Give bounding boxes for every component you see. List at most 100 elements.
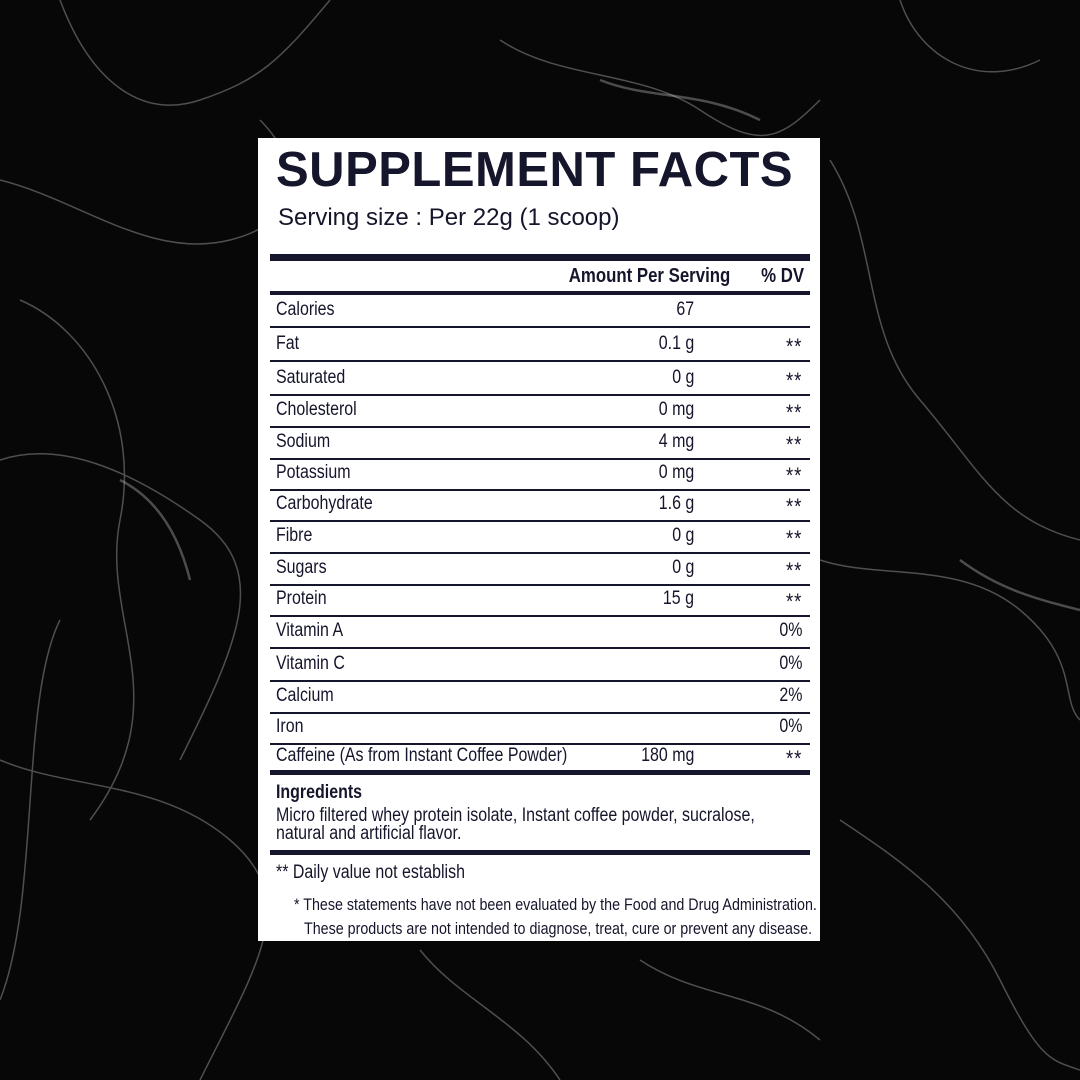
nutrient-dv: 2% <box>775 685 802 707</box>
nutrient-dv-text: ** <box>785 589 802 614</box>
nutrient-name-text: Saturated <box>276 367 346 388</box>
nutrient-row: Sugars 0 g ** <box>270 553 810 586</box>
nutrient-dv: 0% <box>775 620 802 642</box>
nutrient-dv-text: 0% <box>778 653 802 674</box>
nutrient-dv: ** <box>783 746 802 772</box>
nutrient-row: Fat 0.1 g ** <box>270 329 810 362</box>
nutrient-name: Caffeine (As from Instant Coffee Powder) <box>276 745 623 767</box>
nutrient-name-text: Sugars <box>276 557 327 578</box>
nutrient-row: Sodium 4 mg ** <box>270 427 810 460</box>
nutrient-row: Cholesterol 0 mg ** <box>270 395 810 428</box>
nutrient-amount: 0 mg <box>652 462 694 484</box>
nutrient-dv-text: ** <box>785 400 802 425</box>
nutrient-name-text: Potassium <box>276 462 351 483</box>
nutrient-name: Protein <box>276 588 336 610</box>
nutrient-name: Vitamin C <box>276 653 358 675</box>
dv-header-text: % DV <box>761 265 804 287</box>
nutrient-dv-text: ** <box>785 746 802 771</box>
ingredients-rule <box>270 770 810 775</box>
nutrient-amount-text: 0 mg <box>658 462 694 483</box>
nutrient-dv: ** <box>783 526 802 552</box>
nutrient-amount: 180 mg <box>631 745 694 767</box>
nutrient-row: Caffeine (As from Instant Coffee Powder)… <box>270 741 810 772</box>
footnote-rule <box>270 850 810 855</box>
nutrient-amount-text: 180 mg <box>640 745 694 766</box>
nutrient-dv-text: ** <box>785 558 802 583</box>
nutrient-name-text: Fibre <box>276 525 313 546</box>
nutrient-name: Potassium <box>276 462 365 484</box>
nutrient-name: Fibre <box>276 525 319 547</box>
nutrient-row: Vitamin C 0% <box>270 649 810 682</box>
nutrient-amount-text: 15 g <box>662 588 694 609</box>
nutrient-row: Potassium 0 mg ** <box>270 458 810 491</box>
nutrient-amount: 15 g <box>657 588 694 610</box>
nutrient-dv: ** <box>783 368 802 394</box>
nutrient-name-text: Vitamin C <box>276 653 345 674</box>
nutrient-dv: ** <box>783 334 802 360</box>
nutrient-amount-text: 67 <box>676 299 694 320</box>
nutrient-dv-text: ** <box>785 334 802 359</box>
nutrient-amount: 0.1 g <box>652 333 694 355</box>
nutrient-name-text: Calories <box>276 299 335 320</box>
nutrient-name-text: Sodium <box>276 431 331 452</box>
nutrient-row: Iron 0% <box>270 712 810 745</box>
nutrient-name-text: Iron <box>276 716 304 737</box>
header-rule <box>270 291 810 295</box>
nutrient-row: Carbohydrate 1.6 g ** <box>270 489 810 522</box>
nutrient-name: Iron <box>276 716 309 738</box>
nutrient-dv: ** <box>783 589 802 615</box>
nutrient-dv-text: ** <box>785 463 802 488</box>
amount-header: Amount Per Serving <box>538 265 730 288</box>
nutrient-name: Calcium <box>276 685 345 707</box>
nutrient-name-text: Fat <box>276 333 300 354</box>
nutrient-amount: 0 g <box>668 367 694 389</box>
nutrient-dv-text: ** <box>785 526 802 551</box>
nutrient-row: Fibre 0 g ** <box>270 521 810 554</box>
nutrient-amount: 4 mg <box>652 431 694 453</box>
dv-footnote-text: ** Daily value not establish <box>276 862 465 883</box>
nutrient-name-text: Protein <box>276 588 327 609</box>
nutrient-row: Vitamin A 0% <box>270 616 810 649</box>
nutrient-row: Protein 15 g ** <box>270 584 810 617</box>
nutrient-name-text: Carbohydrate <box>276 493 373 514</box>
nutrient-dv-text: 0% <box>778 620 802 641</box>
nutrient-dv: ** <box>783 463 802 489</box>
dv-footnote: ** Daily value not establish <box>276 862 501 884</box>
nutrient-name: Calories <box>276 299 346 321</box>
nutrient-name-text: Caffeine (As from Instant Coffee Powder) <box>276 745 568 766</box>
nutrient-name: Vitamin A <box>276 620 356 642</box>
nutrient-amount: 0 g <box>668 557 694 579</box>
nutrient-name: Cholesterol <box>276 399 372 421</box>
nutrient-dv: ** <box>783 558 802 584</box>
nutrient-amount-text: 0.1 g <box>658 333 694 354</box>
ingredients-text: Micro filtered whey protein isolate, Ins… <box>276 805 896 844</box>
nutrient-amount: 67 <box>673 299 694 321</box>
nutrient-amount: 0 g <box>668 525 694 547</box>
nutrient-dv: ** <box>783 494 802 520</box>
serving-size: Serving size : Per 22g (1 scoop) <box>278 204 620 231</box>
nutrient-row: Saturated 0 g ** <box>270 363 810 396</box>
nutrient-name: Sodium <box>276 431 340 453</box>
nutrient-name-text: Cholesterol <box>276 399 357 420</box>
ingredients-heading-text: Ingredients <box>276 782 363 803</box>
ingredients-text-body: Micro filtered whey protein isolate, Ins… <box>276 805 755 844</box>
nutrient-dv-text: 0% <box>778 716 802 737</box>
nutrient-name-text: Vitamin A <box>276 620 344 641</box>
nutrient-name-text: Calcium <box>276 685 334 706</box>
nutrient-amount-text: 4 mg <box>658 431 694 452</box>
nutrient-row: Calories 67 <box>270 295 810 328</box>
nutrient-amount-text: 0 g <box>671 367 694 388</box>
nutrient-amount-text: 1.6 g <box>658 493 694 514</box>
top-rule <box>270 254 810 261</box>
nutrient-name: Carbohydrate <box>276 493 391 515</box>
nutrient-dv-text: ** <box>785 368 802 393</box>
ingredients-heading: Ingredients <box>276 782 378 804</box>
nutrient-dv: 0% <box>775 653 802 675</box>
dv-header: % DV <box>753 265 804 288</box>
nutrient-dv-text: 2% <box>778 685 802 706</box>
nutrient-name: Sugars <box>276 557 336 579</box>
nutrient-amount: 1.6 g <box>652 493 694 515</box>
label-title: SUPPLEMENT FACTS <box>276 143 794 197</box>
nutrient-dv: ** <box>783 432 802 458</box>
